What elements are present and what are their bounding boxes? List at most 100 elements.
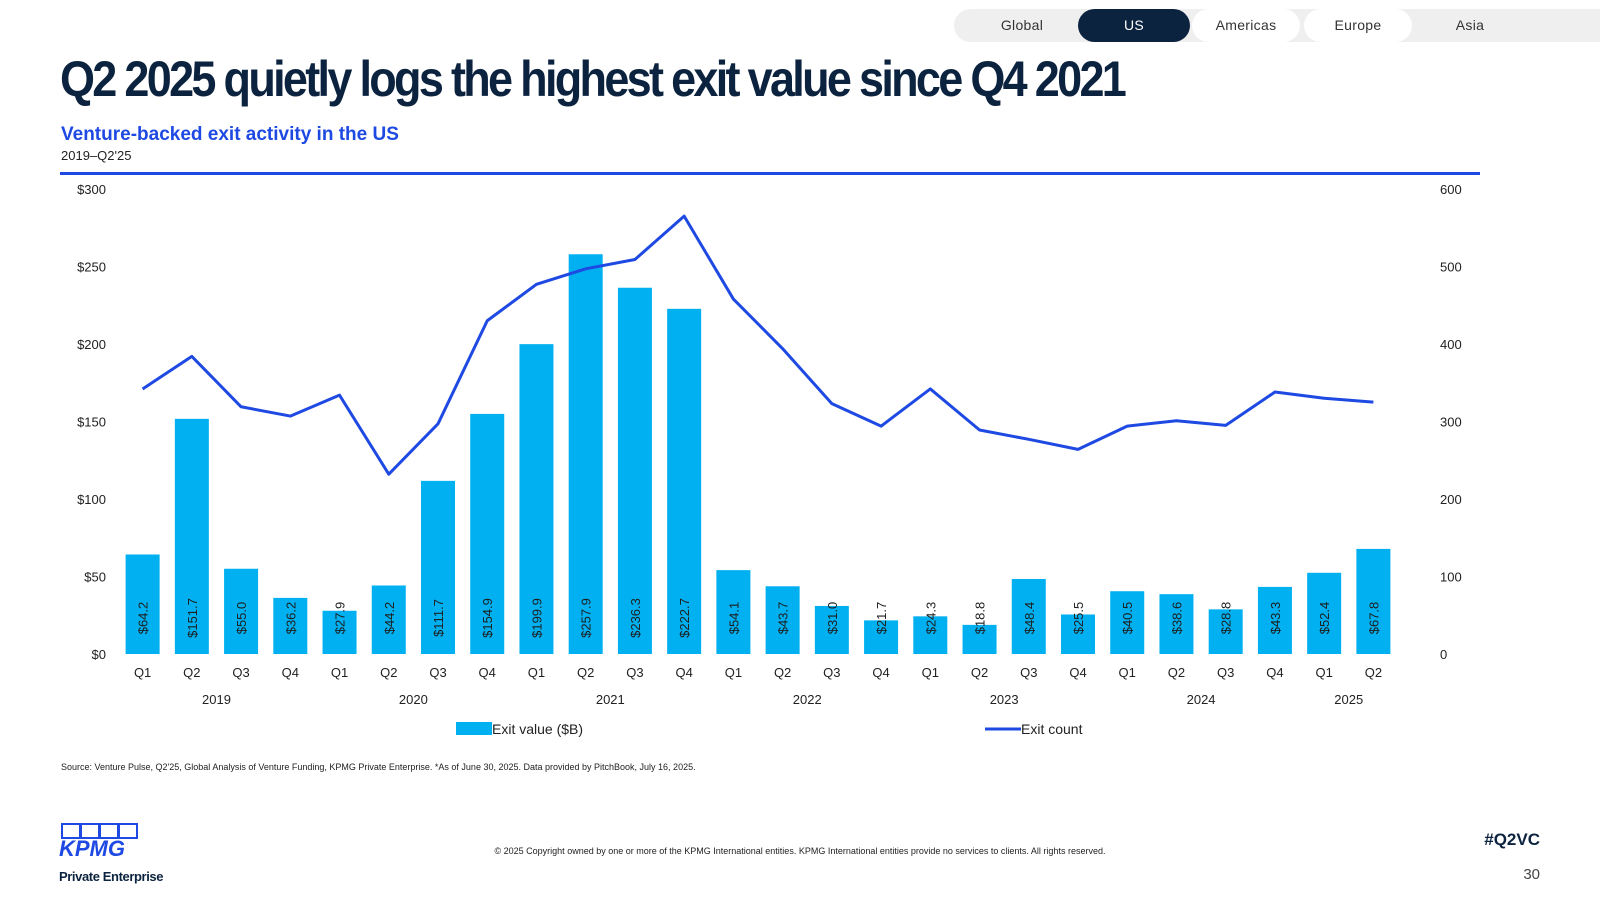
- hashtag: #Q2VC: [1484, 830, 1540, 849]
- x-quarter-label: Q2: [1365, 665, 1382, 680]
- bar-data-label: $111.7: [431, 599, 446, 637]
- bar-data-label: $44.2: [382, 602, 397, 635]
- exit-value-bar: [962, 624, 997, 654]
- bar-data-label: $27.9: [333, 602, 348, 635]
- exit-value-bar: [765, 586, 800, 654]
- bar-data-label: $55.0: [234, 602, 249, 635]
- exit-value-bar: [1208, 609, 1243, 654]
- tab-global[interactable]: Global: [1000, 17, 1044, 33]
- bar-data-label: $43.7: [776, 602, 791, 635]
- exit-value-bar: [371, 585, 406, 654]
- x-quarter-label: Q3: [429, 665, 446, 680]
- exit-value-bar: [519, 344, 554, 654]
- exit-value-bar: [1061, 614, 1095, 654]
- bar-data-label: $43.3: [1268, 602, 1283, 635]
- exit-value-bar: [421, 480, 455, 654]
- exit-value-bar: [273, 597, 308, 654]
- bar-data-label: $257.9: [579, 598, 594, 638]
- bar-data-label: $31.0: [825, 602, 840, 635]
- legend-line-label: Exit count: [1021, 721, 1083, 737]
- exit-value-bar: [568, 254, 603, 654]
- bar-data-label: $40.5: [1120, 602, 1135, 635]
- y-right-tick-label: 500: [1440, 260, 1462, 275]
- x-quarter-label: Q1: [134, 665, 151, 680]
- kpmg-logo: KPMG Private Enterprise: [59, 822, 169, 884]
- exit-value-bar: [470, 413, 505, 654]
- x-quarter-label: Q3: [232, 665, 249, 680]
- exit-count-line: [141, 214, 1374, 476]
- exit-value-bar: [814, 605, 849, 654]
- y-right-tick-label: 400: [1440, 337, 1462, 352]
- kpmg-logo-mark: KPMG: [59, 823, 138, 861]
- exit-value-bar: [864, 620, 899, 654]
- x-quarter-label: Q4: [479, 665, 496, 680]
- tab-asia[interactable]: Asia: [1455, 17, 1485, 33]
- x-year-label: 2022: [793, 692, 822, 707]
- x-quarter-label: Q3: [1020, 665, 1037, 680]
- y-right-tick-label: 200: [1440, 492, 1462, 507]
- tab-europe[interactable]: Europe: [1304, 9, 1412, 42]
- page-title: Q2 2025 quietly logs the highest exit va…: [60, 51, 1127, 107]
- x-quarter-label: Q4: [282, 665, 299, 680]
- bar-data-label: $154.9: [480, 598, 495, 638]
- bar-data-label: $18.8: [973, 602, 988, 635]
- y-left-tick-label: $100: [77, 492, 106, 507]
- x-quarter-label: Q2: [971, 665, 988, 680]
- y-right-tick-label: 0: [1440, 647, 1447, 662]
- bar-data-label: $28.8: [1219, 602, 1234, 635]
- bar-data-label: $52.4: [1317, 602, 1332, 635]
- y-left-tick-label: $0: [92, 647, 106, 662]
- bar-data-label: $21.7: [874, 602, 889, 635]
- exit-value-bar: [125, 554, 160, 654]
- x-quarter-label: Q4: [1266, 665, 1283, 680]
- kpmg-tagline: Private Enterprise: [59, 869, 164, 884]
- bar-data-label: $36.2: [283, 602, 298, 635]
- kpmg-wordmark: KPMG: [59, 836, 125, 861]
- region-tabs: Global US Americas Europe Asia: [954, 9, 1600, 42]
- page-number: 30: [1523, 866, 1540, 883]
- x-quarter-label: Q2: [577, 665, 594, 680]
- tab-americas[interactable]: Americas: [1192, 9, 1300, 42]
- y-left-tick-label: $300: [77, 182, 106, 197]
- exit-value-bar: [1356, 548, 1391, 654]
- legend-bar-label: Exit value ($B): [492, 721, 583, 737]
- x-quarter-label: Q2: [183, 665, 200, 680]
- exit-value-bar: [1159, 594, 1194, 654]
- x-quarter-label: Q1: [922, 665, 939, 680]
- bar-data-label: $54.1: [726, 602, 741, 635]
- chart-subtitle: 2019–Q2'25: [61, 148, 132, 163]
- bar-data-label: $48.4: [1022, 602, 1037, 635]
- source-note: Source: Venture Pulse, Q2'25, Global Ana…: [61, 762, 696, 772]
- exit-value-bar: [174, 418, 209, 654]
- title-divider: [60, 172, 1480, 175]
- x-quarter-label: Q3: [626, 665, 643, 680]
- tab-us[interactable]: US: [1078, 9, 1190, 42]
- y-left-tick-label: $250: [77, 260, 106, 275]
- x-quarter-label: Q2: [1168, 665, 1185, 680]
- x-quarter-label: Q4: [872, 665, 889, 680]
- x-quarter-label: Q1: [1119, 665, 1136, 680]
- exit-value-bar: [1110, 591, 1145, 654]
- y-right-tick-label: 100: [1440, 570, 1462, 585]
- bar-data-label: $25.5: [1071, 602, 1086, 635]
- x-quarter-label: Q2: [774, 665, 791, 680]
- x-quarter-label: Q3: [823, 665, 840, 680]
- x-quarter-label: Q4: [1069, 665, 1086, 680]
- bar-data-label: $24.3: [923, 602, 938, 635]
- legend-bar-swatch: [456, 722, 492, 735]
- bar-data-label: $236.3: [628, 598, 643, 638]
- exit-value-bar: [617, 287, 652, 654]
- x-year-label: 2019: [202, 692, 231, 707]
- copyright-notice: © 2025 Copyright owned by one or more of…: [494, 846, 1106, 856]
- x-quarter-label: Q1: [528, 665, 545, 680]
- exit-value-bar: [224, 568, 259, 654]
- x-quarter-label: Q2: [380, 665, 397, 680]
- bar-data-label: $151.7: [185, 598, 200, 638]
- x-quarter-label: Q4: [675, 665, 692, 680]
- bar-data-label: $199.9: [529, 598, 544, 638]
- bar-data-label: $67.8: [1366, 602, 1381, 635]
- exit-value-bar: [1257, 586, 1292, 654]
- x-quarter-label: Q1: [331, 665, 348, 680]
- exit-value-bar: [913, 616, 948, 654]
